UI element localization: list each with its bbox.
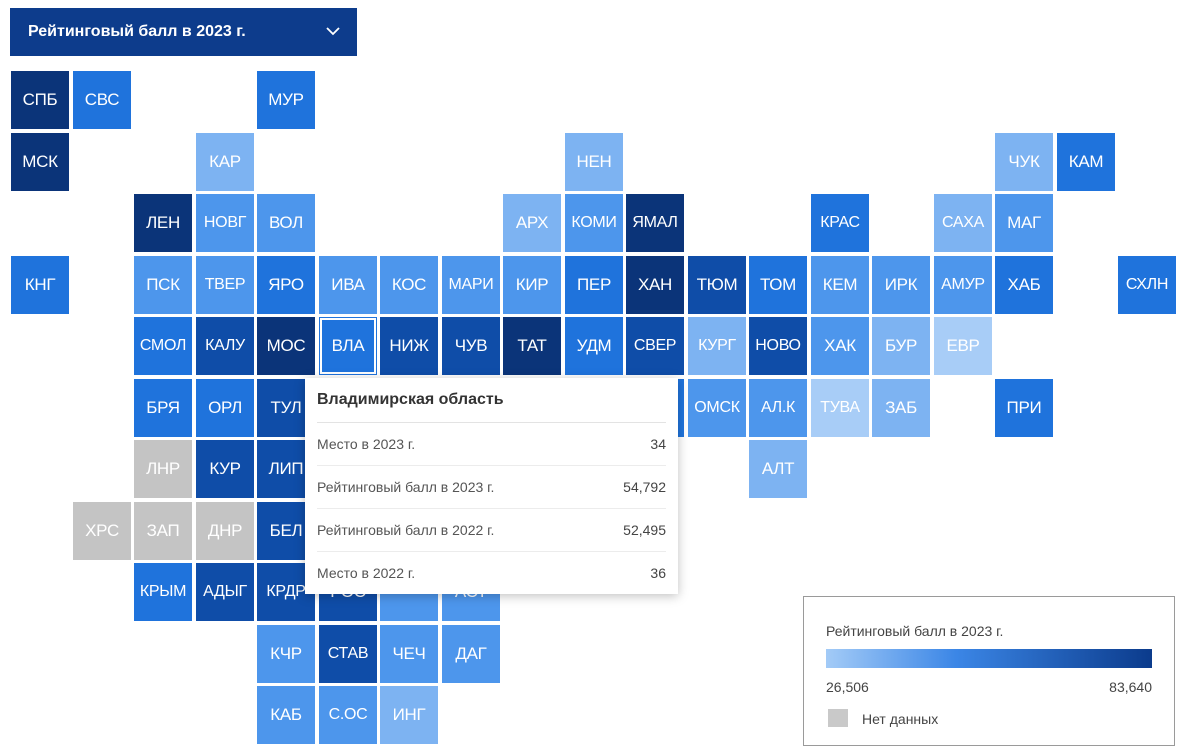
region-tile[interactable]: НЕН <box>565 133 623 191</box>
region-tile[interactable]: КНГ <box>11 256 69 314</box>
region-tile[interactable]: ТЮМ <box>688 256 746 314</box>
legend-gradient-bar <box>826 649 1152 668</box>
region-tile[interactable]: ДАГ <box>442 625 500 683</box>
region-tile[interactable]: ИВА <box>319 256 377 314</box>
indicator-dropdown[interactable]: Рейтинговый балл в 2023 г. <box>10 8 357 56</box>
legend-min-value: 26,506 <box>826 679 869 695</box>
region-tile[interactable]: КЕМ <box>811 256 869 314</box>
region-tile[interactable]: ХАК <box>811 317 869 375</box>
region-tile[interactable]: СМОЛ <box>134 317 192 375</box>
region-tile[interactable]: ЯРО <box>257 256 315 314</box>
region-tile[interactable]: СВЕР <box>626 317 684 375</box>
region-tile[interactable]: ХАБ <box>995 256 1053 314</box>
region-tile[interactable]: САХА <box>934 194 992 252</box>
region-tile[interactable]: АДЫГ <box>196 563 254 621</box>
region-tile[interactable]: ЛНР <box>134 440 192 498</box>
region-tile[interactable]: ЗАП <box>134 502 192 560</box>
region-tile[interactable]: КЧР <box>257 625 315 683</box>
region-tile[interactable]: ДНР <box>196 502 254 560</box>
tooltip-row-value: 54,792 <box>623 479 666 495</box>
tooltip-row-label: Место в 2023 г. <box>317 436 416 452</box>
region-tile[interactable]: КАЛУ <box>196 317 254 375</box>
region-tile[interactable]: КУР <box>196 440 254 498</box>
legend-no-data-swatch <box>828 709 848 727</box>
region-tile[interactable]: АМУР <box>934 256 992 314</box>
region-tile[interactable]: ИРК <box>872 256 930 314</box>
region-tooltip: Владимирская область Место в 2023 г. 34 … <box>305 378 678 594</box>
region-tile[interactable]: МОС <box>257 317 315 375</box>
region-tile[interactable]: ХАН <box>626 256 684 314</box>
region-tile[interactable]: БРЯ <box>134 379 192 437</box>
region-tile[interactable]: ТОМ <box>749 256 807 314</box>
region-tile[interactable]: НИЖ <box>380 317 438 375</box>
tooltip-row-label: Рейтинговый балл в 2022 г. <box>317 522 495 538</box>
legend-title: Рейтинговый балл в 2023 г. <box>826 623 1004 639</box>
chevron-down-icon <box>326 27 340 36</box>
region-tile[interactable]: КАМ <box>1057 133 1115 191</box>
region-tile[interactable]: УДМ <box>565 317 623 375</box>
tooltip-row-value: 34 <box>650 436 666 452</box>
region-tile[interactable]: ВЛА <box>319 317 377 375</box>
region-tile[interactable]: ЧУК <box>995 133 1053 191</box>
tile-map: СПБ СВС МУР МСК КАР НЕН ЧУК КАМ ЛЕН НОВГ ВОЛ АРХ КОМ… <box>11 71 1176 744</box>
region-tile[interactable]: АЛ.К <box>749 379 807 437</box>
region-tile[interactable]: ЧУВ <box>442 317 500 375</box>
tooltip-row: Рейтинговый балл в 2023 г. 54,792 <box>317 466 666 509</box>
region-tile[interactable]: НОВО <box>749 317 807 375</box>
region-tile[interactable]: ЯМАЛ <box>626 194 684 252</box>
region-tile[interactable]: АРХ <box>503 194 561 252</box>
region-tile[interactable]: ИНГ <box>380 686 438 744</box>
region-tile[interactable]: МУР <box>257 71 315 129</box>
region-tile[interactable]: МАРИ <box>442 256 500 314</box>
region-tile[interactable]: ТАТ <box>503 317 561 375</box>
region-tile[interactable]: КАР <box>196 133 254 191</box>
legend-max-value: 83,640 <box>1109 679 1152 695</box>
region-tile[interactable]: МАГ <box>995 194 1053 252</box>
region-tile[interactable]: ТВЕР <box>196 256 254 314</box>
region-tile[interactable]: ЛЕН <box>134 194 192 252</box>
tooltip-row-value: 36 <box>650 565 666 581</box>
region-tile[interactable]: СТАВ <box>319 625 377 683</box>
region-tile[interactable]: ОРЛ <box>196 379 254 437</box>
region-tile[interactable]: КИР <box>503 256 561 314</box>
region-tile[interactable]: КОС <box>380 256 438 314</box>
region-tile[interactable]: ЗАБ <box>872 379 930 437</box>
region-tile[interactable]: БУР <box>872 317 930 375</box>
region-tile[interactable]: ТУВА <box>811 379 869 437</box>
tooltip-title: Владимирская область <box>317 378 666 423</box>
region-tile[interactable]: ОМСК <box>688 379 746 437</box>
tooltip-row-label: Место в 2022 г. <box>317 565 416 581</box>
region-tile[interactable]: КАБ <box>257 686 315 744</box>
indicator-dropdown-label: Рейтинговый балл в 2023 г. <box>28 23 246 40</box>
tooltip-row-label: Рейтинговый балл в 2023 г. <box>317 479 495 495</box>
region-tile[interactable]: СВС <box>73 71 131 129</box>
region-tile[interactable]: С.ОС <box>319 686 377 744</box>
color-legend: Рейтинговый балл в 2023 г. 26,506 83,640… <box>803 596 1175 746</box>
region-tile[interactable]: ПСК <box>134 256 192 314</box>
region-tile[interactable]: ЧЕЧ <box>380 625 438 683</box>
region-tile[interactable]: НОВГ <box>196 194 254 252</box>
tooltip-row-value: 52,495 <box>623 522 666 538</box>
region-tile[interactable]: ХРС <box>73 502 131 560</box>
region-tile[interactable]: АЛТ <box>749 440 807 498</box>
region-tile[interactable]: ЕВР <box>934 317 992 375</box>
legend-no-data-label: Нет данных <box>862 711 939 727</box>
region-tile[interactable]: ПЕР <box>565 256 623 314</box>
region-tile[interactable]: КОМИ <box>565 194 623 252</box>
region-tile[interactable]: КРЫМ <box>134 563 192 621</box>
region-tile[interactable]: СПБ <box>11 71 69 129</box>
region-tile[interactable]: ПРИ <box>995 379 1053 437</box>
region-tile[interactable]: КРАС <box>811 194 869 252</box>
tooltip-row: Место в 2023 г. 34 <box>317 423 666 466</box>
tooltip-row: Место в 2022 г. 36 <box>317 552 666 594</box>
region-tile[interactable]: КУРГ <box>688 317 746 375</box>
region-tile[interactable]: СХЛН <box>1118 256 1176 314</box>
region-tile[interactable]: МСК <box>11 133 69 191</box>
region-tile[interactable]: ВОЛ <box>257 194 315 252</box>
tooltip-row: Рейтинговый балл в 2022 г. 52,495 <box>317 509 666 552</box>
